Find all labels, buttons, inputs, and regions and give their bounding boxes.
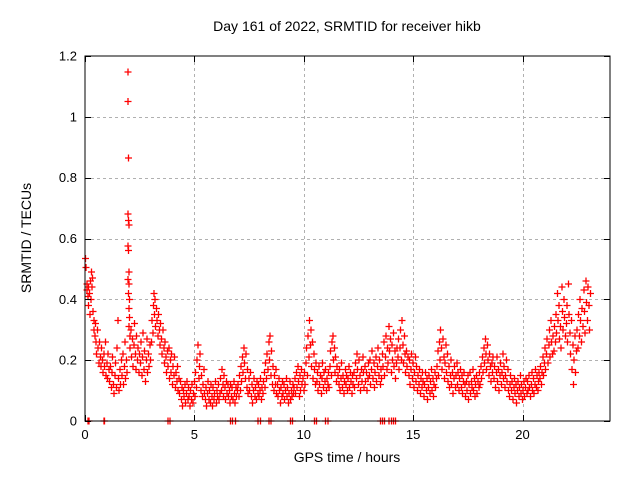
tick-marks (85, 56, 610, 422)
y-tick-label: 1.2 (59, 49, 77, 64)
y-tick-label: 1 (70, 109, 77, 124)
x-tick-label: 15 (406, 427, 420, 442)
tick-labels: 0 5 10 15 20 0 0.2 0.4 0.6 0.8 1 1.2 (59, 49, 530, 443)
y-tick-label: 0 (70, 414, 77, 429)
grid-path (85, 56, 610, 421)
y-tick-label: 0.2 (59, 353, 77, 368)
x-tick-label: 5 (191, 427, 198, 442)
x-tick-label: 10 (297, 427, 311, 442)
x-axis-label: GPS time / hours (294, 449, 401, 465)
x-tick-label: 0 (81, 427, 88, 442)
data-points (82, 68, 594, 425)
chart-title: Day 161 of 2022, SRMTID for receiver hik… (213, 18, 481, 34)
y-tick-label: 0.8 (59, 170, 77, 185)
marker-path (82, 68, 594, 425)
y-axis-label: SRMTID / TECUs (18, 183, 34, 293)
y-tick-label: 0.6 (59, 231, 77, 246)
gridlines (85, 56, 610, 421)
tick-path (85, 56, 610, 422)
y-tick-label: 0.4 (59, 292, 77, 307)
x-tick-label: 20 (515, 427, 529, 442)
plot-border (84, 55, 611, 422)
